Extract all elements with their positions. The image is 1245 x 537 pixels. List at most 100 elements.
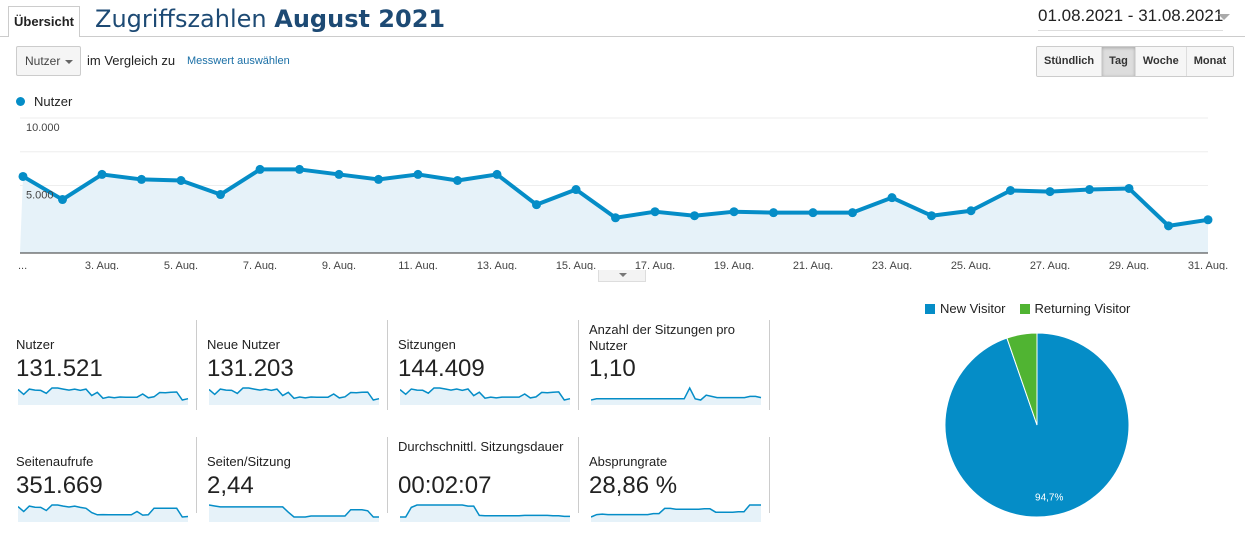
data-point[interactable]: [1124, 183, 1134, 193]
data-point[interactable]: [966, 206, 976, 216]
x-tick-label: 3. Aug.: [85, 260, 119, 270]
legend-swatch: [1019, 304, 1030, 314]
data-point[interactable]: [295, 164, 304, 174]
date-range-picker[interactable]: 01.08.2021 - 31.08.2021: [1038, 6, 1224, 31]
metric-divider: [769, 437, 770, 513]
week-button[interactable]: Woche: [1135, 47, 1187, 76]
data-point[interactable]: [97, 169, 107, 179]
x-tick-label: 21. Aug.: [793, 260, 833, 270]
data-point[interactable]: [729, 207, 739, 217]
sparkline-line: [209, 387, 380, 401]
metric-divider: [196, 320, 197, 410]
sparkline-line: [591, 386, 762, 401]
compare-label: im Vergleich zu: [87, 53, 176, 68]
metric-divider: [196, 437, 197, 513]
granularity-toggle: Stündlich Tag Woche Monat: [1036, 46, 1235, 77]
pie-slice-label: 94,7%: [1035, 493, 1063, 504]
x-tick-label: 31. Aug.: [1188, 260, 1228, 270]
data-point[interactable]: [769, 208, 778, 218]
sparkline-area: [400, 388, 570, 405]
sparkline-area: [209, 505, 379, 522]
data-point[interactable]: [690, 211, 699, 221]
users-line-chart: 10.000 5.000... 3. Aug. 5. Aug. 7. Aug. 9. Au…: [18, 117, 1228, 270]
chevron-down-icon[interactable]: [1218, 14, 1230, 20]
metric-value: 2,44: [207, 472, 254, 499]
metric-sparkline: [18, 387, 189, 405]
data-point[interactable]: [334, 169, 344, 179]
page-title: Zugriffszahlen August 2021: [95, 5, 445, 33]
data-point[interactable]: [1203, 215, 1213, 225]
data-point[interactable]: [571, 185, 581, 195]
month-button[interactable]: Monat: [1186, 47, 1234, 76]
metric-divider: [578, 320, 579, 410]
metric-sparkline: [18, 504, 189, 522]
data-point[interactable]: [650, 207, 660, 217]
day-button[interactable]: Tag: [1102, 47, 1136, 76]
data-point[interactable]: [1085, 185, 1094, 195]
metric-label: Nutzer: [16, 337, 55, 352]
metric-select-value: Nutzer: [25, 54, 61, 68]
metric-sparkline: [591, 386, 762, 405]
data-point[interactable]: [255, 164, 265, 174]
pie-legend: New Visitor Returning Visitor: [925, 301, 1130, 316]
select-metric-link[interactable]: Messwert auswählen: [187, 55, 290, 67]
metric-select[interactable]: Nutzer: [16, 46, 81, 76]
data-point[interactable]: [1164, 221, 1173, 231]
data-point[interactable]: [216, 190, 225, 200]
title-prefix: Zugriffszahlen: [95, 5, 267, 33]
sparkline-line: [18, 504, 189, 518]
data-point[interactable]: [453, 176, 462, 186]
data-point[interactable]: [176, 176, 186, 186]
data-point[interactable]: [611, 213, 620, 223]
data-point[interactable]: [532, 200, 541, 210]
legend-label: Nutzer: [34, 94, 73, 109]
metric-sparkline: [400, 387, 571, 405]
data-point[interactable]: [808, 208, 818, 218]
collapse-chart-handle[interactable]: [598, 270, 646, 282]
legend-new-visitor[interactable]: New Visitor: [925, 301, 1006, 316]
metric-divider: [387, 437, 388, 513]
data-point[interactable]: [848, 208, 857, 218]
data-point[interactable]: [927, 211, 936, 221]
x-tick-label: 13. Aug.: [477, 260, 517, 270]
sparkline-area: [591, 388, 761, 405]
data-point[interactable]: [1006, 185, 1015, 195]
hourly-button[interactable]: Stündlich: [1037, 47, 1103, 76]
metric-divider: [578, 437, 579, 513]
legend-returning-visitor[interactable]: Returning Visitor: [1019, 301, 1131, 316]
x-tick-label: 9. Aug.: [322, 260, 356, 270]
tab-overview[interactable]: Übersicht: [8, 6, 80, 37]
metric-sparkline: [209, 387, 380, 405]
legend-label: New Visitor: [940, 301, 1006, 316]
metric-value: 28,86 %: [589, 472, 678, 499]
sparkline-area: [18, 505, 188, 522]
x-tick-label: 15. Aug.: [556, 260, 596, 270]
data-point[interactable]: [137, 174, 146, 184]
metric-divider: [387, 320, 388, 410]
data-point[interactable]: [374, 174, 383, 184]
pie-slice-returning-visitor[interactable]: [1006, 332, 1038, 426]
y-tick-label: 10.000: [26, 122, 60, 134]
metric-value: 00:02:07: [398, 472, 492, 499]
metric-label: Sitzungen: [398, 337, 456, 352]
data-point[interactable]: [887, 193, 897, 203]
chevron-down-icon: [65, 60, 73, 64]
data-point[interactable]: [58, 195, 67, 205]
sparkline-area: [209, 388, 379, 405]
y-tick-label: 5.000: [26, 190, 54, 202]
x-tick-label: 23. Aug.: [872, 260, 912, 270]
data-point[interactable]: [18, 171, 28, 181]
legend-label: Returning Visitor: [1034, 301, 1131, 316]
metric-label: Anzahl der Sitzungen pro Nutzer: [589, 322, 735, 353]
x-tick-label: 25. Aug.: [951, 260, 991, 270]
metric-value: 131.203: [207, 355, 294, 382]
metric-value: 144.409: [398, 355, 485, 382]
data-point[interactable]: [492, 169, 502, 179]
x-tick-label: 5. Aug.: [164, 260, 198, 270]
sparkline-line: [400, 504, 570, 518]
metric-divider: [769, 320, 770, 410]
x-tick-label: 19. Aug.: [714, 260, 754, 270]
x-tick-label: 29. Aug.: [1109, 260, 1149, 270]
data-point[interactable]: [413, 169, 423, 179]
data-point[interactable]: [1045, 187, 1055, 197]
